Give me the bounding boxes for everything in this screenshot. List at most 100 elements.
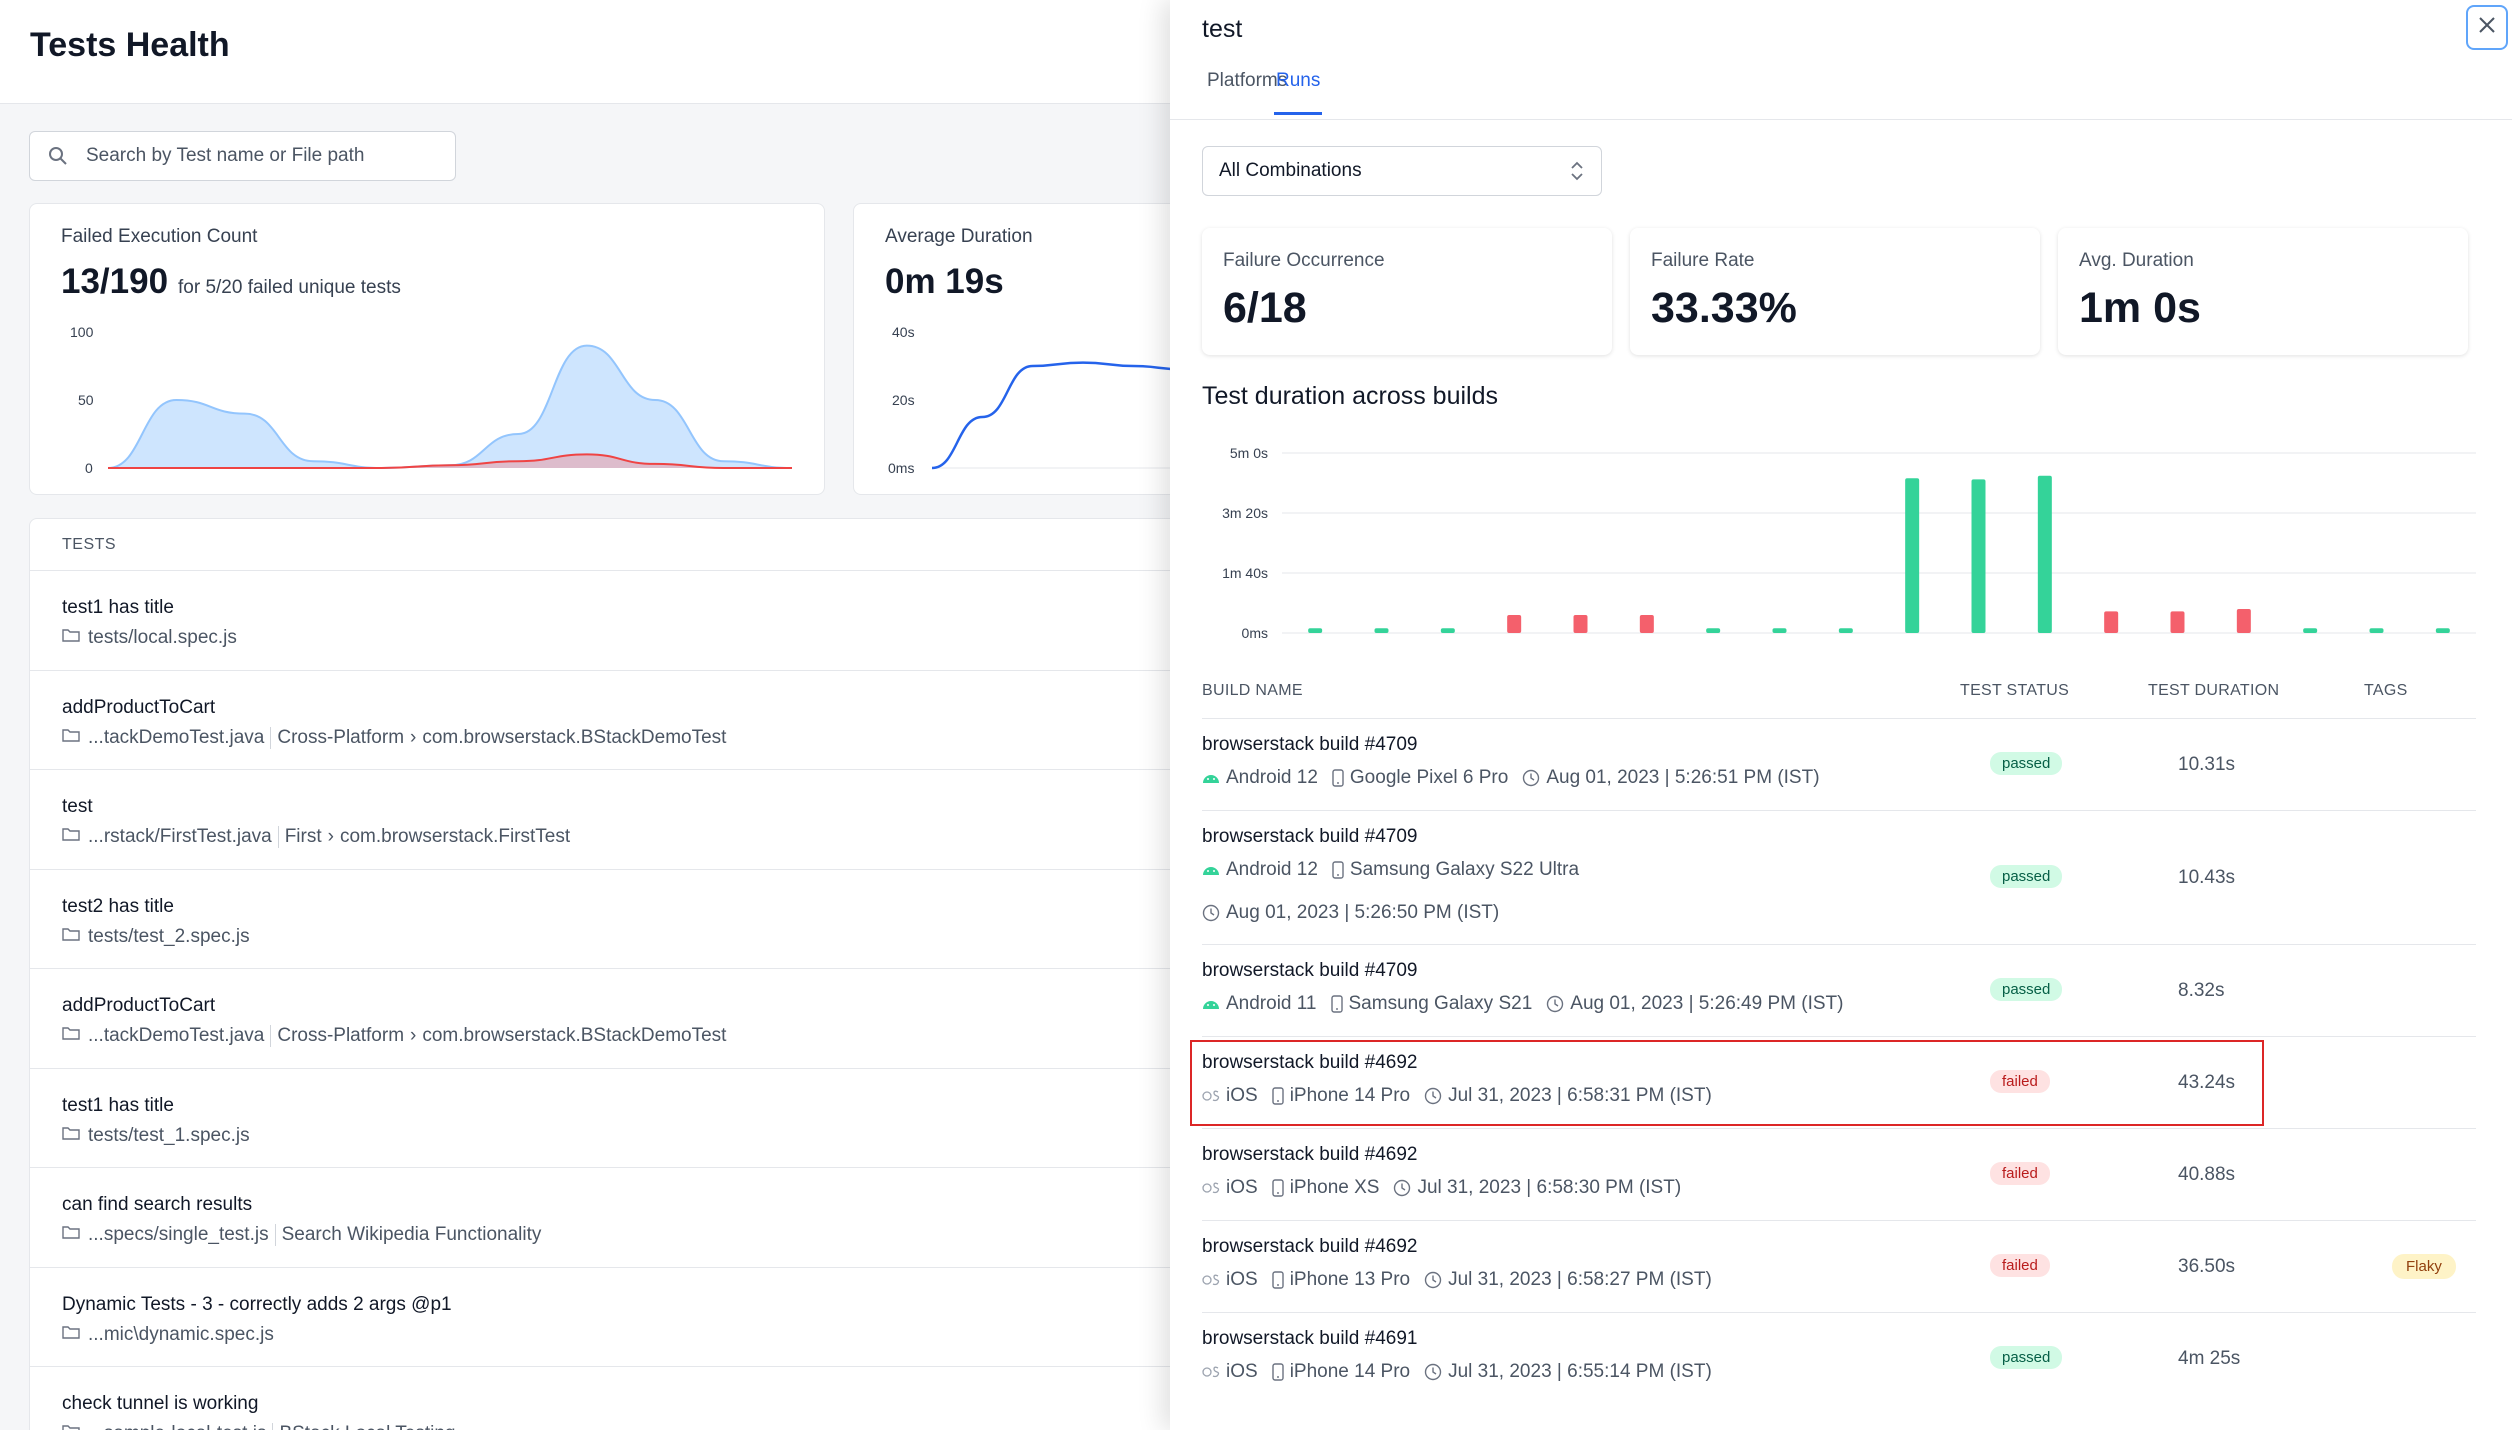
stat-value: 1m 0s — [2079, 284, 2201, 332]
card-label: Average Duration — [885, 226, 1033, 247]
duration-bar — [2037, 475, 2052, 633]
duration-bar-chart: 5m 0s 3m 20s 1m 40s 0ms — [1222, 445, 2476, 641]
test-name: addProductToCart — [62, 696, 216, 718]
drawer-title: test — [1202, 15, 1243, 43]
test-row[interactable]: test2 has title tests/test_2.spec.js — [30, 870, 1218, 969]
test-row[interactable]: addProductToCart ...tackDemoTest.java Cros… — [30, 671, 1218, 770]
search-box[interactable] — [29, 131, 456, 181]
test-row[interactable]: test1 has title tests/test_1.spec.js — [30, 1069, 1218, 1168]
failed-unique-tests: for 5/20 failed unique tests — [178, 277, 401, 298]
build-name: browserstack build #4709 — [1202, 960, 1418, 981]
test-path: tests/test_2.spec.js — [62, 926, 1186, 948]
area-fill — [108, 345, 792, 468]
y-tick: 0ms — [888, 460, 915, 476]
run-row[interactable]: browserstack build #4709 Android 12 Samsun… — [1202, 810, 2476, 944]
tab-platforms[interactable]: Platforms — [1207, 70, 1288, 91]
combination-select[interactable]: All Combinations — [1202, 146, 1602, 196]
path-segment: tests/test_2.spec.js — [88, 925, 250, 947]
test-name: Dynamic Tests - 3 - correctly adds 2 arg… — [62, 1293, 452, 1315]
test-path: tests/test_1.spec.js — [62, 1125, 1186, 1147]
duration-bar — [1507, 615, 1522, 633]
series-line — [108, 453, 792, 470]
folder-icon — [62, 826, 80, 848]
run-row[interactable]: browserstack build #4691 iOS iPhone 14 Pro… — [1202, 1312, 2476, 1404]
duration-bar — [1639, 615, 1654, 633]
stat-label: Failure Rate — [1651, 250, 1755, 271]
flaky-tag: Flaky — [2392, 1254, 2456, 1279]
path-segment: BStack Local Testing — [279, 1423, 455, 1430]
duration-bar — [1308, 628, 1323, 633]
build-name: browserstack build #4692 — [1202, 1144, 1418, 1165]
phone-icon — [1271, 1271, 1284, 1289]
duration-bar — [1573, 615, 1588, 633]
run-meta: Aug 01, 2023 | 5:26:50 PM (IST) — [1202, 902, 1499, 924]
clock-icon — [1393, 1179, 1411, 1197]
clock-icon — [1522, 769, 1540, 787]
clock-icon — [1424, 1271, 1442, 1289]
drawer-tabs: Platforms Runs — [1170, 60, 2512, 120]
duration-bar — [1971, 479, 1986, 633]
folder-icon — [62, 1025, 80, 1047]
tests-list: TESTS test1 has title tests/local.spec.js… — [29, 518, 1219, 1430]
stat-value: 33.33% — [1651, 284, 1797, 332]
build-name: browserstack build #4691 — [1202, 1328, 1418, 1349]
test-name: test1 has title — [62, 1094, 174, 1116]
stat-label: Failure Occurrence — [1223, 250, 1385, 271]
run-row[interactable]: browserstack build #4709 Android 11 Samsun… — [1202, 944, 2476, 1036]
run-row[interactable]: browserstack build #4692 iOS iPhone 14 Pro… — [1202, 1036, 2476, 1128]
test-name: test1 has title — [62, 597, 174, 618]
clock-icon — [1546, 995, 1564, 1013]
run-meta: iOS iPhone XS Jul 31, 2023 | 6:58:30 PM (I… — [1202, 1177, 1695, 1199]
y-tick-label: 5m 0s — [1230, 445, 1268, 461]
status-badge: passed — [1990, 865, 2063, 888]
run-row[interactable]: browserstack build #4692 iOS iPhone 13 Pro… — [1202, 1220, 2476, 1312]
y-tick: 0 — [85, 460, 93, 476]
run-time: Aug 01, 2023 | 5:26:51 PM (IST) — [1546, 767, 1820, 788]
path-segment: ...rstack/FirstTest.java — [88, 826, 272, 847]
android-icon — [1202, 772, 1220, 784]
tab-runs[interactable]: Runs — [1274, 70, 1323, 115]
path-segment: Search Wikipedia Functionality — [281, 1224, 542, 1245]
test-duration: 4m 25s — [2178, 1348, 2241, 1369]
folder-icon — [62, 727, 80, 749]
path-segment: ...specs/single_test.js — [88, 1224, 269, 1245]
run-time: Jul 31, 2023 | 6:55:14 PM (IST) — [1448, 1361, 1712, 1382]
test-path: ...tackDemoTest.java Cross-Platform › com.b… — [62, 1025, 1186, 1047]
status-badge: failed — [1990, 1162, 2050, 1185]
test-row[interactable]: check tunnel is working ...sample-local-t… — [30, 1367, 1218, 1430]
os-name: iOS — [1226, 1085, 1258, 1106]
test-row[interactable]: Dynamic Tests - 3 - correctly adds 2 arg… — [30, 1268, 1218, 1367]
run-time: Aug 01, 2023 | 5:26:50 PM (IST) — [1226, 902, 1500, 923]
run-meta: iOS iPhone 13 Pro Jul 31, 2023 | 6:58:27 P… — [1202, 1269, 1726, 1291]
run-time: Jul 31, 2023 | 6:58:30 PM (IST) — [1417, 1177, 1682, 1198]
test-row[interactable]: can find search results ...specs/single_t… — [30, 1168, 1218, 1268]
search-input[interactable] — [86, 142, 436, 170]
run-row[interactable]: browserstack build #4692 iOS iPhone XS Jul … — [1202, 1128, 2476, 1220]
device-name: iPhone 14 Pro — [1289, 1361, 1411, 1382]
test-name: check tunnel is working — [62, 1393, 259, 1414]
run-meta: Android 12 Samsung Galaxy S22 Ultra — [1202, 859, 1593, 881]
test-row[interactable]: test1 has title tests/local.spec.js — [30, 571, 1218, 671]
path-segment: Cross-Platform — [277, 1025, 405, 1046]
divider — [270, 1025, 272, 1047]
clock-icon — [1202, 904, 1220, 922]
device-name: Samsung Galaxy S22 Ultra — [1349, 859, 1580, 880]
test-row[interactable]: addProductToCart ...tackDemoTest.java Cros… — [30, 969, 1218, 1069]
duration-bar — [1772, 628, 1787, 633]
failed-execution-card: Failed Execution Count 13/190 for 5/20 f… — [29, 203, 825, 495]
tests-health-page: Tests Health Failed Execution Count 13/1… — [0, 0, 1234, 1430]
stat-value: 6/18 — [1223, 284, 1307, 332]
chevron-right-icon: › — [410, 726, 417, 748]
os-name: iOS — [1226, 1361, 1258, 1382]
clock-icon — [1424, 1363, 1442, 1381]
test-path: tests/local.spec.js — [62, 627, 1186, 649]
series-line — [107, 344, 793, 470]
test-row[interactable]: test ...rstack/FirstTest.java First › com.br… — [30, 770, 1218, 870]
ios-icon — [1202, 1088, 1220, 1104]
device-name: iPhone 13 Pro — [1289, 1269, 1411, 1290]
path-segment: com.browserstack.FirstTest — [339, 826, 571, 847]
close-button[interactable] — [2466, 5, 2508, 50]
folder-icon — [62, 1224, 80, 1246]
run-row[interactable]: browserstack build #4709 Android 12 Google… — [1202, 718, 2476, 810]
status-badge: passed — [1990, 752, 2063, 775]
